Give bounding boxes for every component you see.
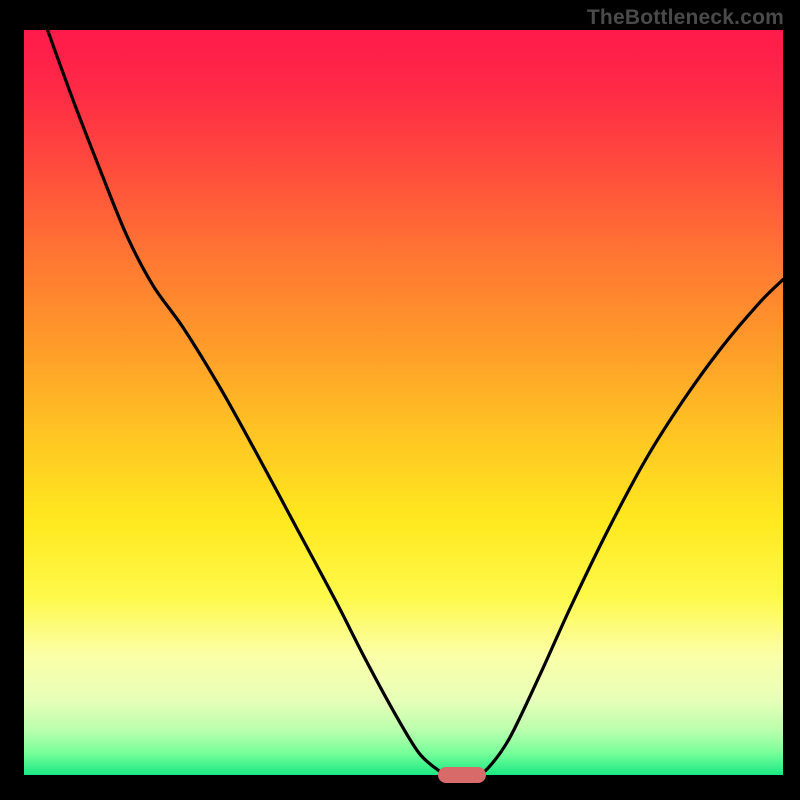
optimum-marker	[438, 767, 486, 783]
watermark-text: TheBottleneck.com	[587, 6, 784, 30]
curve-svg	[24, 30, 783, 775]
chart-container: TheBottleneck.com	[0, 0, 800, 800]
plot-area	[24, 30, 783, 775]
bottleneck-curve	[48, 30, 783, 775]
